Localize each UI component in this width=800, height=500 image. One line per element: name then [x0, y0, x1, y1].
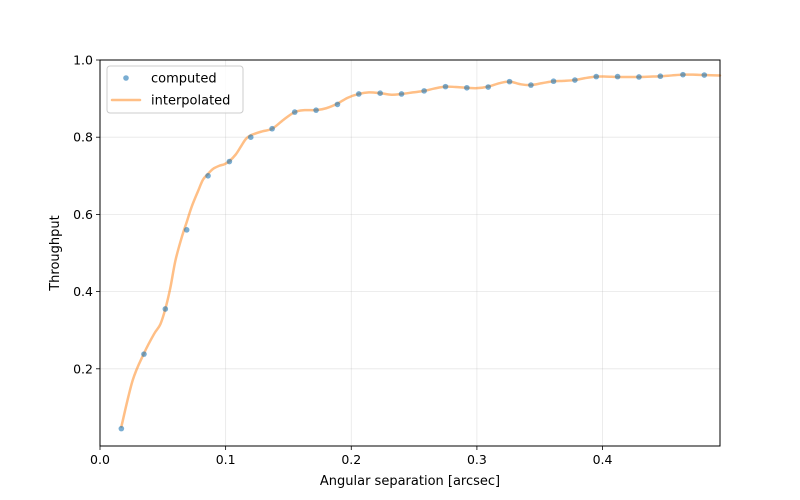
- computed-point: [183, 227, 190, 233]
- computed-point: [680, 71, 686, 78]
- computed-point: [550, 78, 557, 85]
- legend-label-interpolated: interpolated: [151, 94, 230, 109]
- legend-box: [106, 65, 244, 114]
- computed-point: [247, 134, 254, 140]
- computed-point: [614, 73, 621, 80]
- computed-point: [356, 91, 362, 97]
- computed-point: [528, 82, 534, 88]
- x-tick-label: 0.4: [593, 452, 613, 467]
- x-axis-label: Angular separation [arcsec]: [320, 474, 500, 489]
- computed-point: [636, 74, 642, 80]
- interpolated-line: [120, 73, 722, 428]
- computed-point: [464, 84, 470, 91]
- computed-point: [313, 107, 319, 113]
- x-tick-label: 0.3: [467, 452, 487, 467]
- computed-point: [421, 88, 427, 94]
- computed-point: [398, 91, 405, 97]
- y-axis-label: Throughput: [48, 215, 63, 292]
- legend-label-computed: computed: [151, 72, 217, 87]
- computed-point: [657, 73, 664, 80]
- computed-point: [377, 90, 383, 96]
- computed-point: [442, 83, 449, 90]
- axes-frame: [99, 59, 721, 447]
- computed-point: [269, 125, 275, 132]
- computed-point: [291, 109, 298, 115]
- series-layer: [118, 71, 722, 432]
- computed-point: [141, 351, 147, 357]
- computed-point: [506, 78, 513, 85]
- y-tick-label: 0.8: [73, 130, 93, 145]
- computed-point: [205, 173, 211, 179]
- legend-marker-computed: [123, 75, 129, 81]
- computed-point: [118, 425, 125, 432]
- y-tick-label: 1.0: [73, 53, 93, 68]
- ticks: 0.0 0.1 0.2 0.3 0.4 0.2 0.4 0.6 0.8 1.0: [73, 53, 612, 468]
- computed-point: [572, 77, 578, 83]
- y-tick-label: 0.4: [73, 284, 93, 299]
- computed-point: [701, 72, 708, 78]
- y-tick-label: 0.2: [73, 361, 93, 376]
- computed-point: [485, 84, 492, 90]
- x-tick-label: 0.0: [90, 452, 110, 467]
- legend: computed interpolated: [106, 65, 244, 114]
- computed-point: [334, 101, 341, 108]
- x-tick-label: 0.1: [216, 452, 236, 467]
- computed-point: [226, 158, 233, 165]
- computed-point: [162, 306, 169, 312]
- computed-point: [593, 73, 600, 80]
- y-tick-label: 0.6: [73, 207, 93, 222]
- x-tick-label: 0.2: [341, 452, 361, 467]
